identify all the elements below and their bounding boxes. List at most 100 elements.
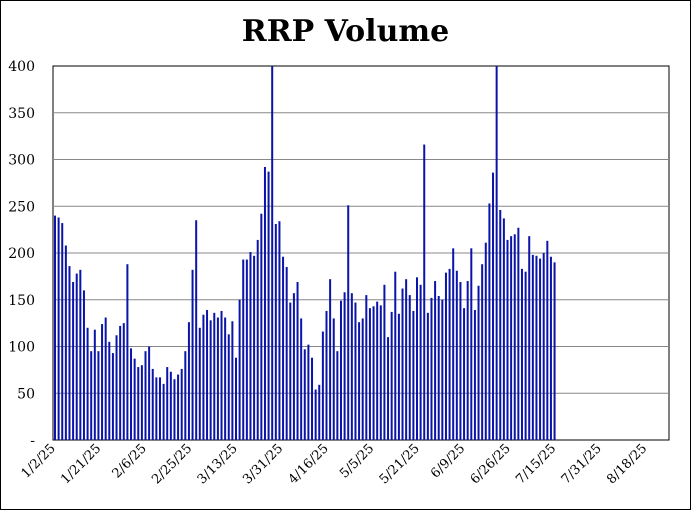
bar [368,308,371,440]
x-axis-ticks: 1/2/25 1/21/25 2/6/25 2/25/25 3/13/25 3/31/25… [19,441,651,487]
bar [300,318,303,440]
bar [394,271,397,440]
bar [412,310,415,440]
bar [130,348,133,440]
x-tick-label: 2/6/25 [110,441,150,481]
bar [473,310,476,440]
bar [198,327,201,440]
bar [104,317,107,440]
bar [249,252,252,440]
y-tick-label: 400 [8,59,35,75]
bar [426,312,429,440]
bar [459,281,462,440]
bar [184,351,187,440]
bar [263,166,266,441]
y-tick-label: 350 [8,106,35,122]
bar [350,293,353,440]
bar [365,295,368,440]
bar [101,324,104,440]
bar [115,335,118,440]
bar [195,220,198,440]
bar [307,344,310,440]
bar [158,377,161,440]
bar [321,331,324,440]
bar [397,313,400,440]
y-tick-label: 150 [8,293,35,309]
bar [401,288,404,440]
bar [325,310,328,440]
x-tick-label: 2/25/25 [149,441,195,487]
bar [437,296,440,440]
bar [213,312,216,440]
y-tick-label: 200 [8,246,35,262]
bar [267,171,270,440]
bar [256,239,259,440]
bar [108,341,111,440]
bar [90,351,93,440]
bar [119,325,122,440]
gridlines [53,112,669,394]
bar [390,311,393,440]
bar [441,299,444,440]
bar [216,317,219,440]
bar [86,327,89,440]
x-tick-label: 7/15/25 [513,441,559,487]
bar [140,365,143,440]
bar [166,367,169,440]
bar [343,292,346,440]
bar [419,284,422,440]
bar [339,300,342,440]
bar [282,256,285,440]
bar [332,318,335,440]
bar [314,389,317,440]
bar [506,239,509,440]
bar [75,273,78,440]
bar [180,368,183,440]
bar [61,223,64,440]
x-tick-label: 6/26/25 [468,441,514,487]
bar [354,302,357,440]
bar [57,217,60,440]
bar [416,277,418,440]
bar [499,209,502,440]
bar [303,349,306,440]
bar [488,203,491,440]
bar [137,367,140,440]
bar [546,240,549,440]
bar [452,248,455,440]
bar [72,281,75,440]
x-tick-label: 5/5/25 [337,441,377,481]
bar [187,322,190,440]
bar [318,384,321,440]
bar [162,383,165,440]
bar [206,310,209,440]
bar [520,268,523,440]
bar [220,310,223,440]
bar [492,172,495,440]
bar [292,293,295,440]
bar [311,357,314,440]
bar [549,256,552,440]
bar [513,234,516,440]
bar [329,279,332,440]
bar [68,266,71,440]
bar [361,318,364,440]
bar [510,236,513,440]
bar [336,351,339,440]
bar [502,218,505,440]
y-axis-ticks: - 50 100 150 200 250 300 350 400 [8,59,35,449]
bar [372,306,375,440]
bar [133,358,136,440]
bar [126,264,129,440]
bar [358,322,361,440]
bar [477,285,480,440]
bar [539,258,542,440]
bar [111,353,114,440]
bar [82,290,85,440]
bar [528,236,531,440]
bar [517,227,520,440]
bar [448,268,451,440]
x-tick-label: 3/13/25 [195,441,241,487]
bar [231,321,234,440]
bar [463,308,466,440]
